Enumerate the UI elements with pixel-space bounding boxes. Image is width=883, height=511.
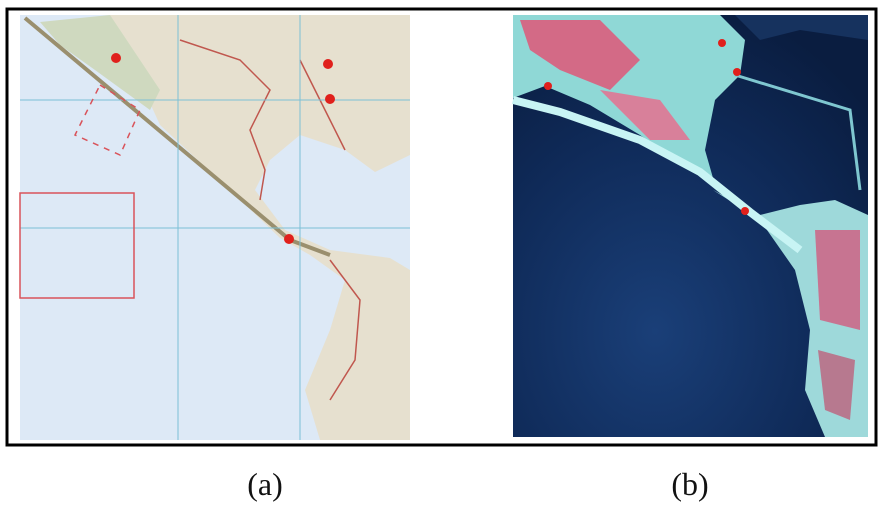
figure: (a) (b) [0,0,883,511]
panels [0,0,883,460]
map-panel [20,15,410,440]
satellite-panel [513,15,868,437]
caption: (b) [650,466,730,503]
caption: (a) [225,466,305,503]
